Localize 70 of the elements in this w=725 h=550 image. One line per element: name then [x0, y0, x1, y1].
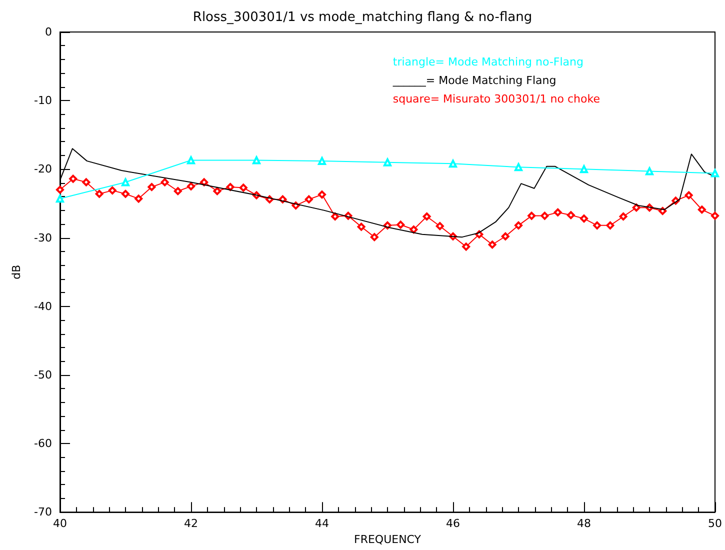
point: [200, 178, 208, 186]
point: [187, 156, 195, 164]
y-tick-label: -30: [34, 231, 52, 244]
point: [357, 222, 366, 231]
x-tick-label: 42: [184, 517, 198, 530]
y-tick-label: -10: [34, 94, 52, 108]
point: [226, 183, 234, 192]
point: [436, 222, 444, 230]
point: [95, 190, 104, 198]
point: [122, 190, 130, 198]
y-tick-label: -20: [34, 162, 52, 176]
point: [698, 206, 706, 214]
y-axis-title: dB: [10, 264, 23, 280]
x-tick-label: 46: [446, 517, 460, 530]
text: square= Misurato 300301/1 no choke: [392, 92, 600, 106]
text: triangle= Mode Matching no-Flang: [392, 56, 584, 68]
point: [632, 204, 640, 212]
y-tick-label: 0: [45, 26, 52, 38]
point: [449, 160, 457, 168]
point: [108, 186, 116, 194]
point: [528, 212, 536, 220]
point: [514, 221, 522, 230]
point: [396, 220, 405, 229]
point: [606, 221, 614, 230]
point: [684, 191, 693, 200]
point: [646, 167, 654, 176]
point: [318, 190, 326, 199]
point: [370, 233, 378, 242]
x-tick-label: 50: [708, 517, 722, 530]
point: [540, 212, 549, 220]
point: [593, 221, 602, 230]
point: [711, 169, 719, 178]
point: [160, 178, 169, 186]
point: [554, 208, 562, 216]
text: ______= Mode Matching Flang: [392, 74, 556, 87]
x-axis-title: FREQUENCY: [354, 533, 422, 546]
x-tick-label: 40: [53, 517, 67, 530]
point: [566, 211, 575, 220]
y-tick-label: -50: [34, 368, 52, 382]
point: [239, 184, 248, 192]
chart-title: Rloss_300301/1 vs mode_matching flang & no-flang: [192, 10, 532, 25]
point: [187, 182, 195, 190]
x-tick-label: 44: [315, 517, 329, 530]
point: [148, 183, 156, 192]
point: [304, 195, 313, 204]
point: [56, 186, 64, 194]
point: [514, 163, 522, 172]
point: [580, 214, 588, 223]
point: [134, 194, 143, 203]
point: [213, 187, 222, 196]
point: [580, 165, 588, 174]
point: [501, 232, 510, 240]
y-tick-label: -60: [34, 437, 52, 450]
point: [252, 156, 260, 164]
point: [422, 212, 431, 220]
y-tick-label: -70: [34, 506, 52, 519]
point: [331, 212, 340, 220]
point: [174, 187, 182, 196]
x-tick-label: 48: [577, 517, 591, 530]
point: [619, 212, 628, 220]
point: [82, 178, 90, 186]
point: [462, 242, 470, 251]
point: [384, 158, 392, 166]
point: [488, 240, 496, 249]
point: [122, 178, 130, 186]
point: [318, 156, 326, 165]
point: [711, 212, 719, 220]
point: [410, 226, 418, 234]
point: [69, 174, 78, 183]
y-tick-label: -40: [34, 300, 52, 313]
